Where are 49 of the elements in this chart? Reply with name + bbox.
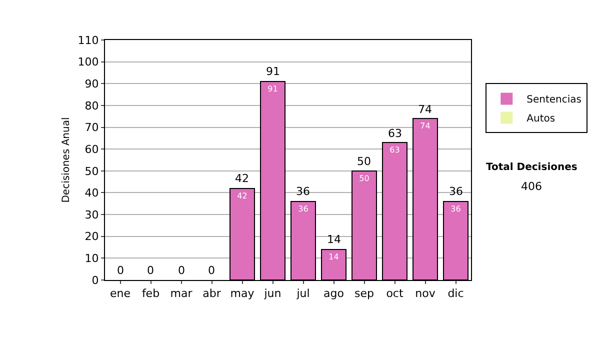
x-tick-label: mar: [170, 287, 193, 300]
x-tick-label: oct: [386, 287, 404, 300]
total-label: 36: [296, 185, 310, 198]
legend-label: Autos: [526, 114, 556, 125]
x-tick-label: jun: [263, 287, 282, 300]
data-label: 91: [268, 84, 278, 94]
y-tick-label: 10: [84, 252, 99, 266]
x-tick-label: sep: [354, 287, 374, 300]
x-tick-label: abr: [202, 287, 222, 300]
x-tick-label: feb: [142, 287, 160, 300]
y-tick-label: 70: [84, 121, 99, 134]
data-label: 14: [328, 252, 339, 262]
x-tick-label: ene: [110, 287, 131, 300]
y-tick-label: 80: [84, 99, 99, 112]
data-label: 74: [420, 122, 430, 131]
data-label: 36: [450, 204, 461, 214]
y-tick-label: 20: [84, 230, 99, 244]
x-tick-label: ago: [324, 287, 344, 300]
y-tick-label: 40: [84, 186, 99, 200]
y-tick-label: 50: [84, 164, 99, 178]
total-label: 0: [178, 264, 185, 277]
y-tick-label: 90: [84, 77, 99, 90]
y-tick-label: 110: [78, 34, 99, 47]
total-label: 42: [235, 172, 249, 185]
total-label: 14: [327, 233, 341, 246]
y-tick-label: 30: [84, 208, 99, 222]
x-tick-label: nov: [415, 287, 436, 300]
data-label: 36: [298, 204, 308, 214]
total-label: 74: [418, 103, 432, 116]
data-label: 50: [359, 174, 370, 183]
data-label: 42: [237, 191, 248, 200]
total-label: 63: [388, 127, 402, 140]
x-tick-label: dic: [448, 287, 464, 300]
x-tick-label: jul: [296, 287, 310, 300]
y-tick-label: 100: [78, 56, 99, 69]
legend-label: Sentencias: [526, 94, 582, 106]
total-label: 91: [266, 65, 280, 78]
x-tick-label: may: [230, 287, 255, 300]
data-label: 63: [390, 146, 400, 155]
total-label: 0: [208, 264, 215, 277]
total-label: 0: [147, 264, 154, 277]
total-label: 0: [117, 264, 124, 277]
text: 406: [521, 180, 542, 193]
y-axis-title: Decisiones Anual: [60, 117, 72, 203]
y-tick-label: 60: [84, 142, 99, 156]
total-label: 50: [357, 155, 371, 168]
text: Total Decisiones: [486, 162, 578, 173]
y-tick-label: 0: [92, 274, 99, 287]
total-label: 36: [449, 185, 463, 198]
